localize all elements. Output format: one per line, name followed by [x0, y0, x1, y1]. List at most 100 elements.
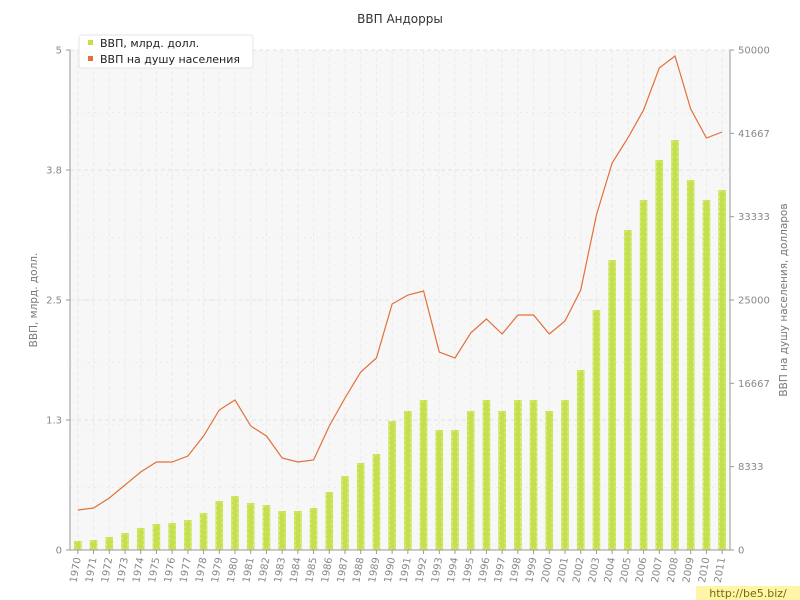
- x-tick-label: 1994: [446, 557, 461, 584]
- bar: [199, 513, 208, 550]
- left-axis-ticks: 0 1.3 2.5 3.8 5: [46, 46, 70, 557]
- x-tick-label: 1981: [241, 557, 256, 584]
- bar-highlight: [153, 524, 160, 550]
- bar-highlight: [168, 523, 176, 550]
- bar-highlight: [640, 200, 647, 550]
- bar-highlight: [671, 140, 679, 550]
- bar: [608, 260, 616, 550]
- bar-highlight: [231, 496, 239, 550]
- bar-highlight: [247, 503, 254, 550]
- x-tick-label: 1989: [367, 557, 382, 584]
- gdp-bars: [74, 140, 726, 550]
- x-tick-label: 1979: [210, 557, 225, 584]
- watermark-background: [696, 586, 800, 600]
- x-tick-label: 1982: [257, 557, 272, 584]
- bar-highlight: [451, 430, 459, 550]
- x-tick-label: 1998: [509, 557, 524, 584]
- bar-highlight: [294, 511, 302, 550]
- x-tick-label: 2011: [713, 557, 728, 584]
- bar: [561, 400, 569, 550]
- legend-label-gdp: ВВП, млрд. долл.: [100, 37, 199, 50]
- bar-highlight: [577, 370, 584, 550]
- x-tick-label: 1985: [304, 557, 319, 584]
- bar: [624, 230, 632, 550]
- bar: [325, 492, 334, 550]
- bar-highlight: [467, 411, 474, 550]
- bar: [89, 540, 98, 550]
- bar-highlight: [656, 160, 663, 550]
- bar-highlight: [106, 537, 113, 550]
- right-tick-label: 16667: [738, 379, 770, 390]
- legend-swatch-gdp-per-capita: [88, 56, 93, 61]
- watermark-badge: http://be5.biz/: [696, 586, 800, 600]
- x-tick-label: 2006: [634, 557, 649, 584]
- bar: [215, 501, 224, 550]
- x-tick-label: 1974: [131, 557, 146, 584]
- bar: [356, 463, 365, 550]
- legend: ВВП, млрд. долл. ВВП на душу населения: [78, 34, 254, 69]
- bar-highlight: [278, 511, 286, 550]
- bar-highlight: [373, 454, 380, 550]
- bar-highlight: [546, 411, 553, 550]
- x-tick-label: 1971: [84, 557, 99, 584]
- x-tick-label: 1976: [163, 557, 178, 584]
- bar-highlight: [357, 463, 364, 550]
- legend-box: [78, 34, 254, 69]
- chart-title: ВВП Андорры: [357, 12, 443, 26]
- bar-highlight: [703, 200, 710, 550]
- bar-highlight: [310, 508, 317, 550]
- x-tick-label: 1995: [461, 557, 476, 584]
- bar-highlight: [483, 400, 490, 550]
- x-tick-label: 1992: [414, 557, 429, 584]
- bar: [341, 476, 349, 550]
- bar: [168, 523, 176, 550]
- bar: [309, 508, 318, 550]
- x-tick-label: 1984: [289, 557, 304, 584]
- bar: [404, 411, 412, 550]
- right-tick-label: 25000: [738, 296, 770, 307]
- bar: [545, 411, 554, 550]
- bar-highlight: [404, 411, 412, 550]
- right-tick-label: 0: [738, 546, 744, 557]
- bar-highlight: [184, 520, 192, 550]
- bar: [639, 200, 648, 550]
- bar-highlight: [608, 260, 616, 550]
- y-axis-left-label: ВВП, млрд. долл.: [28, 253, 40, 348]
- bar-highlight: [326, 492, 333, 550]
- bar-highlight: [718, 190, 726, 550]
- bar: [246, 503, 255, 550]
- bar: [372, 454, 381, 550]
- bar-highlight: [420, 400, 427, 550]
- bar: [419, 400, 428, 550]
- bar: [121, 533, 129, 550]
- x-tick-label: 2001: [556, 557, 571, 584]
- x-tick-label: 2002: [571, 557, 586, 584]
- bar: [498, 411, 506, 550]
- x-tick-label: 2010: [697, 557, 712, 584]
- bar-highlight: [137, 528, 144, 550]
- x-tick-label: 1978: [194, 557, 209, 584]
- bar: [262, 505, 271, 550]
- bar-highlight: [436, 430, 443, 550]
- right-axis-ticks: 0 8333 16667 25000 33333 41667 50000: [730, 46, 770, 557]
- bar-highlight: [263, 505, 270, 550]
- x-tick-label: 1977: [179, 557, 194, 584]
- right-tick-label: 50000: [738, 46, 770, 57]
- bar: [184, 520, 192, 550]
- x-tick-label: 1999: [524, 557, 539, 584]
- bar-highlight: [121, 533, 129, 550]
- bar-highlight: [200, 513, 207, 550]
- bar-highlight: [593, 310, 600, 550]
- bar: [466, 411, 475, 550]
- bar: [718, 190, 726, 550]
- bar: [136, 528, 145, 550]
- left-tick-label: 0: [56, 546, 62, 557]
- gdp-per-capita-line: [77, 54, 723, 511]
- x-tick-label: 2003: [587, 557, 602, 584]
- x-tick-label: 2000: [540, 557, 555, 584]
- left-tick-label: 5: [56, 46, 62, 57]
- x-tick-label: 1972: [100, 557, 115, 584]
- left-tick-label: 1.3: [46, 416, 62, 427]
- bar: [671, 140, 679, 550]
